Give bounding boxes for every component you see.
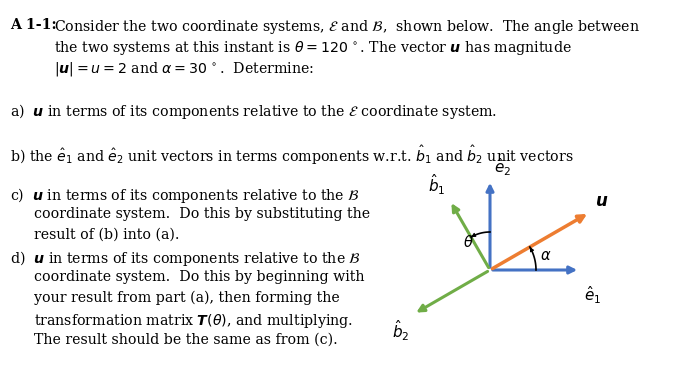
Text: $\hat{e}_1$: $\hat{e}_1$ [584,284,601,306]
Text: coordinate system.  Do this by substituting the: coordinate system. Do this by substituti… [34,207,370,221]
Text: $\hat{b}_2$: $\hat{b}_2$ [392,318,409,343]
Text: $\theta$: $\theta$ [462,234,473,250]
Text: transformation matrix $\boldsymbol{T}(\theta)$, and multiplying.: transformation matrix $\boldsymbol{T}(\t… [34,312,353,330]
Text: coordinate system.  Do this by beginning with: coordinate system. Do this by beginning … [34,270,365,284]
Text: a)  $\boldsymbol{u}$ in terms of its components relative to the $\mathcal{E}$ co: a) $\boldsymbol{u}$ in terms of its comp… [10,102,497,121]
Text: Consider the two coordinate systems, $\mathcal{E}$ and $\mathcal{B}$,  shown bel: Consider the two coordinate systems, $\m… [54,18,640,36]
Text: $\boldsymbol{u}$: $\boldsymbol{u}$ [594,194,608,210]
Text: result of (b) into (a).: result of (b) into (a). [34,228,179,242]
Text: c)  $\boldsymbol{u}$ in terms of its components relative to the $\mathcal{B}$: c) $\boldsymbol{u}$ in terms of its comp… [10,186,360,205]
Text: The result should be the same as from (c).: The result should be the same as from (c… [34,333,338,347]
Text: A 1-1:: A 1-1: [10,18,56,32]
Text: $\hat{b}_1$: $\hat{b}_1$ [429,172,446,197]
Text: the two systems at this instant is $\theta =120\,^\circ$. The vector $\boldsymbo: the two systems at this instant is $\the… [54,39,572,57]
Text: $|\boldsymbol{u}|=u=2$ and $\alpha=30\,^\circ$.  Determine:: $|\boldsymbol{u}|=u=2$ and $\alpha=30\,^… [54,60,314,78]
Text: $\hat{e}_2$: $\hat{e}_2$ [494,156,511,178]
Text: b) the $\hat{e}_1$ and $\hat{e}_2$ unit vectors in terms components w.r.t. $\hat: b) the $\hat{e}_1$ and $\hat{e}_2$ unit … [10,144,574,167]
Text: d)  $\boldsymbol{u}$ in terms of its components relative to the $\mathcal{B}$: d) $\boldsymbol{u}$ in terms of its comp… [10,249,361,268]
Text: $\alpha$: $\alpha$ [540,249,552,263]
Text: your result from part (a), then forming the: your result from part (a), then forming … [34,291,340,306]
